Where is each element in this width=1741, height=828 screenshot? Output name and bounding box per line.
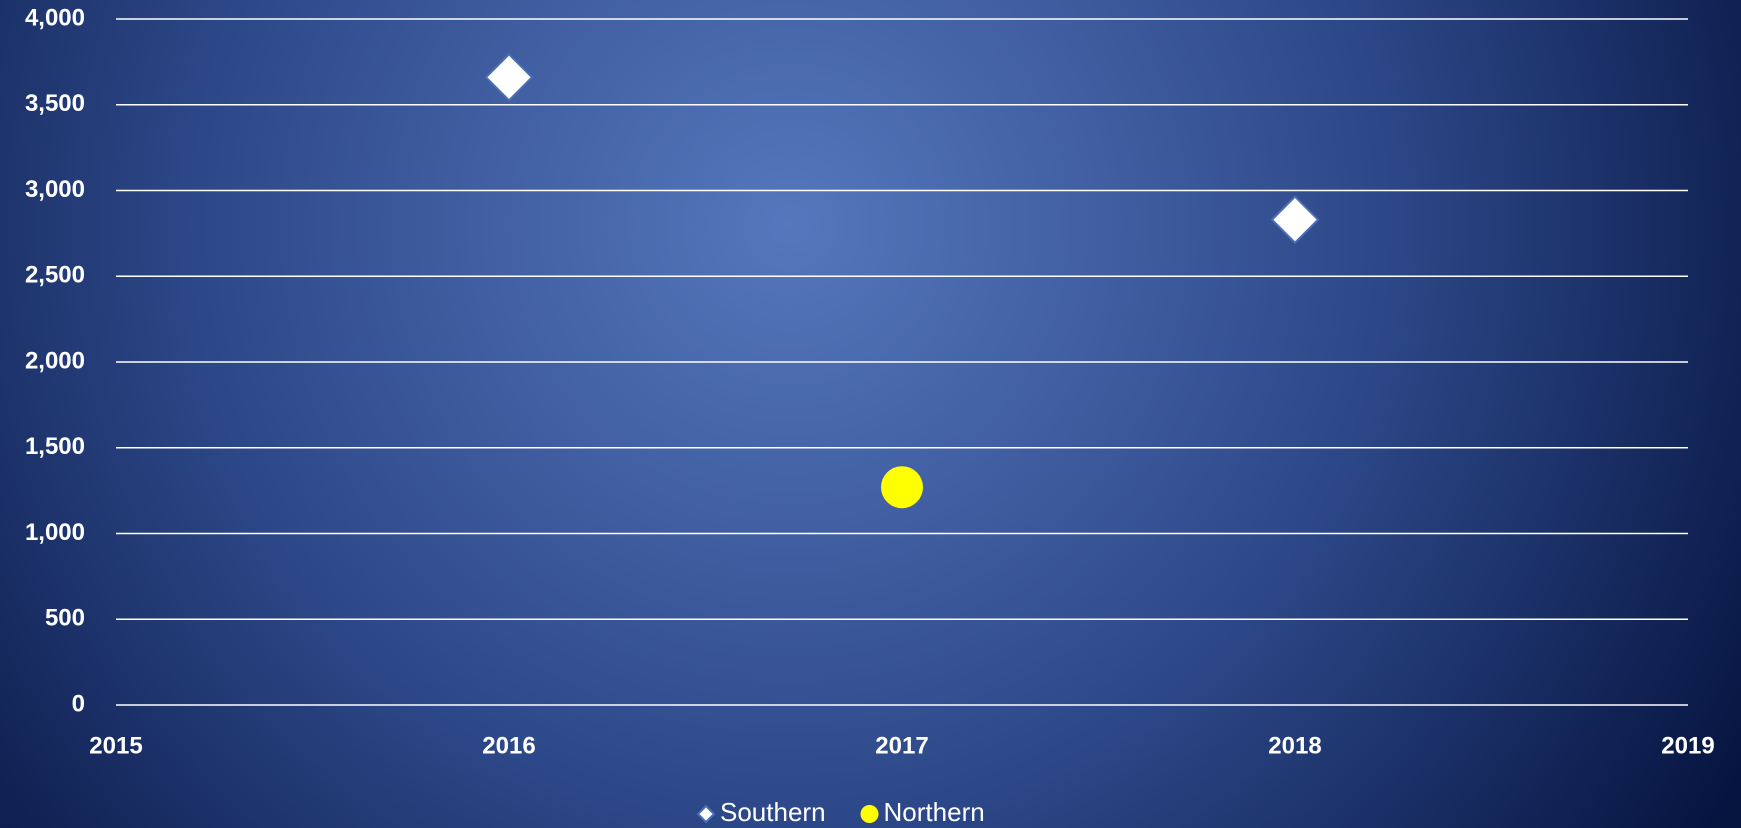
x-tick-label: 2018: [1268, 732, 1321, 759]
data-point: [881, 466, 923, 509]
y-tick-label: 500: [45, 605, 85, 632]
x-tick-label: 2017: [875, 732, 928, 759]
legend-marker: [696, 804, 716, 824]
data-point: [1270, 195, 1320, 245]
y-tick-label: 1,500: [25, 433, 85, 460]
data-point: [484, 52, 534, 102]
y-tick-label: 3,500: [25, 90, 85, 117]
y-tick-label: 0: [72, 690, 85, 717]
y-tick-label: 3,000: [25, 176, 85, 203]
y-tick-label: 1,000: [25, 519, 85, 546]
legend-label: Northern: [884, 797, 985, 827]
y-tick-label: 4,000: [25, 4, 85, 31]
legend-marker: [860, 805, 879, 823]
y-tick-label: 2,500: [25, 262, 85, 289]
x-tick-label: 2016: [482, 732, 535, 759]
y-tick-label: 2,000: [25, 347, 85, 374]
x-tick-label: 2015: [89, 732, 142, 759]
x-tick-label: 2019: [1661, 732, 1714, 759]
legend-label: Southern: [720, 797, 826, 827]
